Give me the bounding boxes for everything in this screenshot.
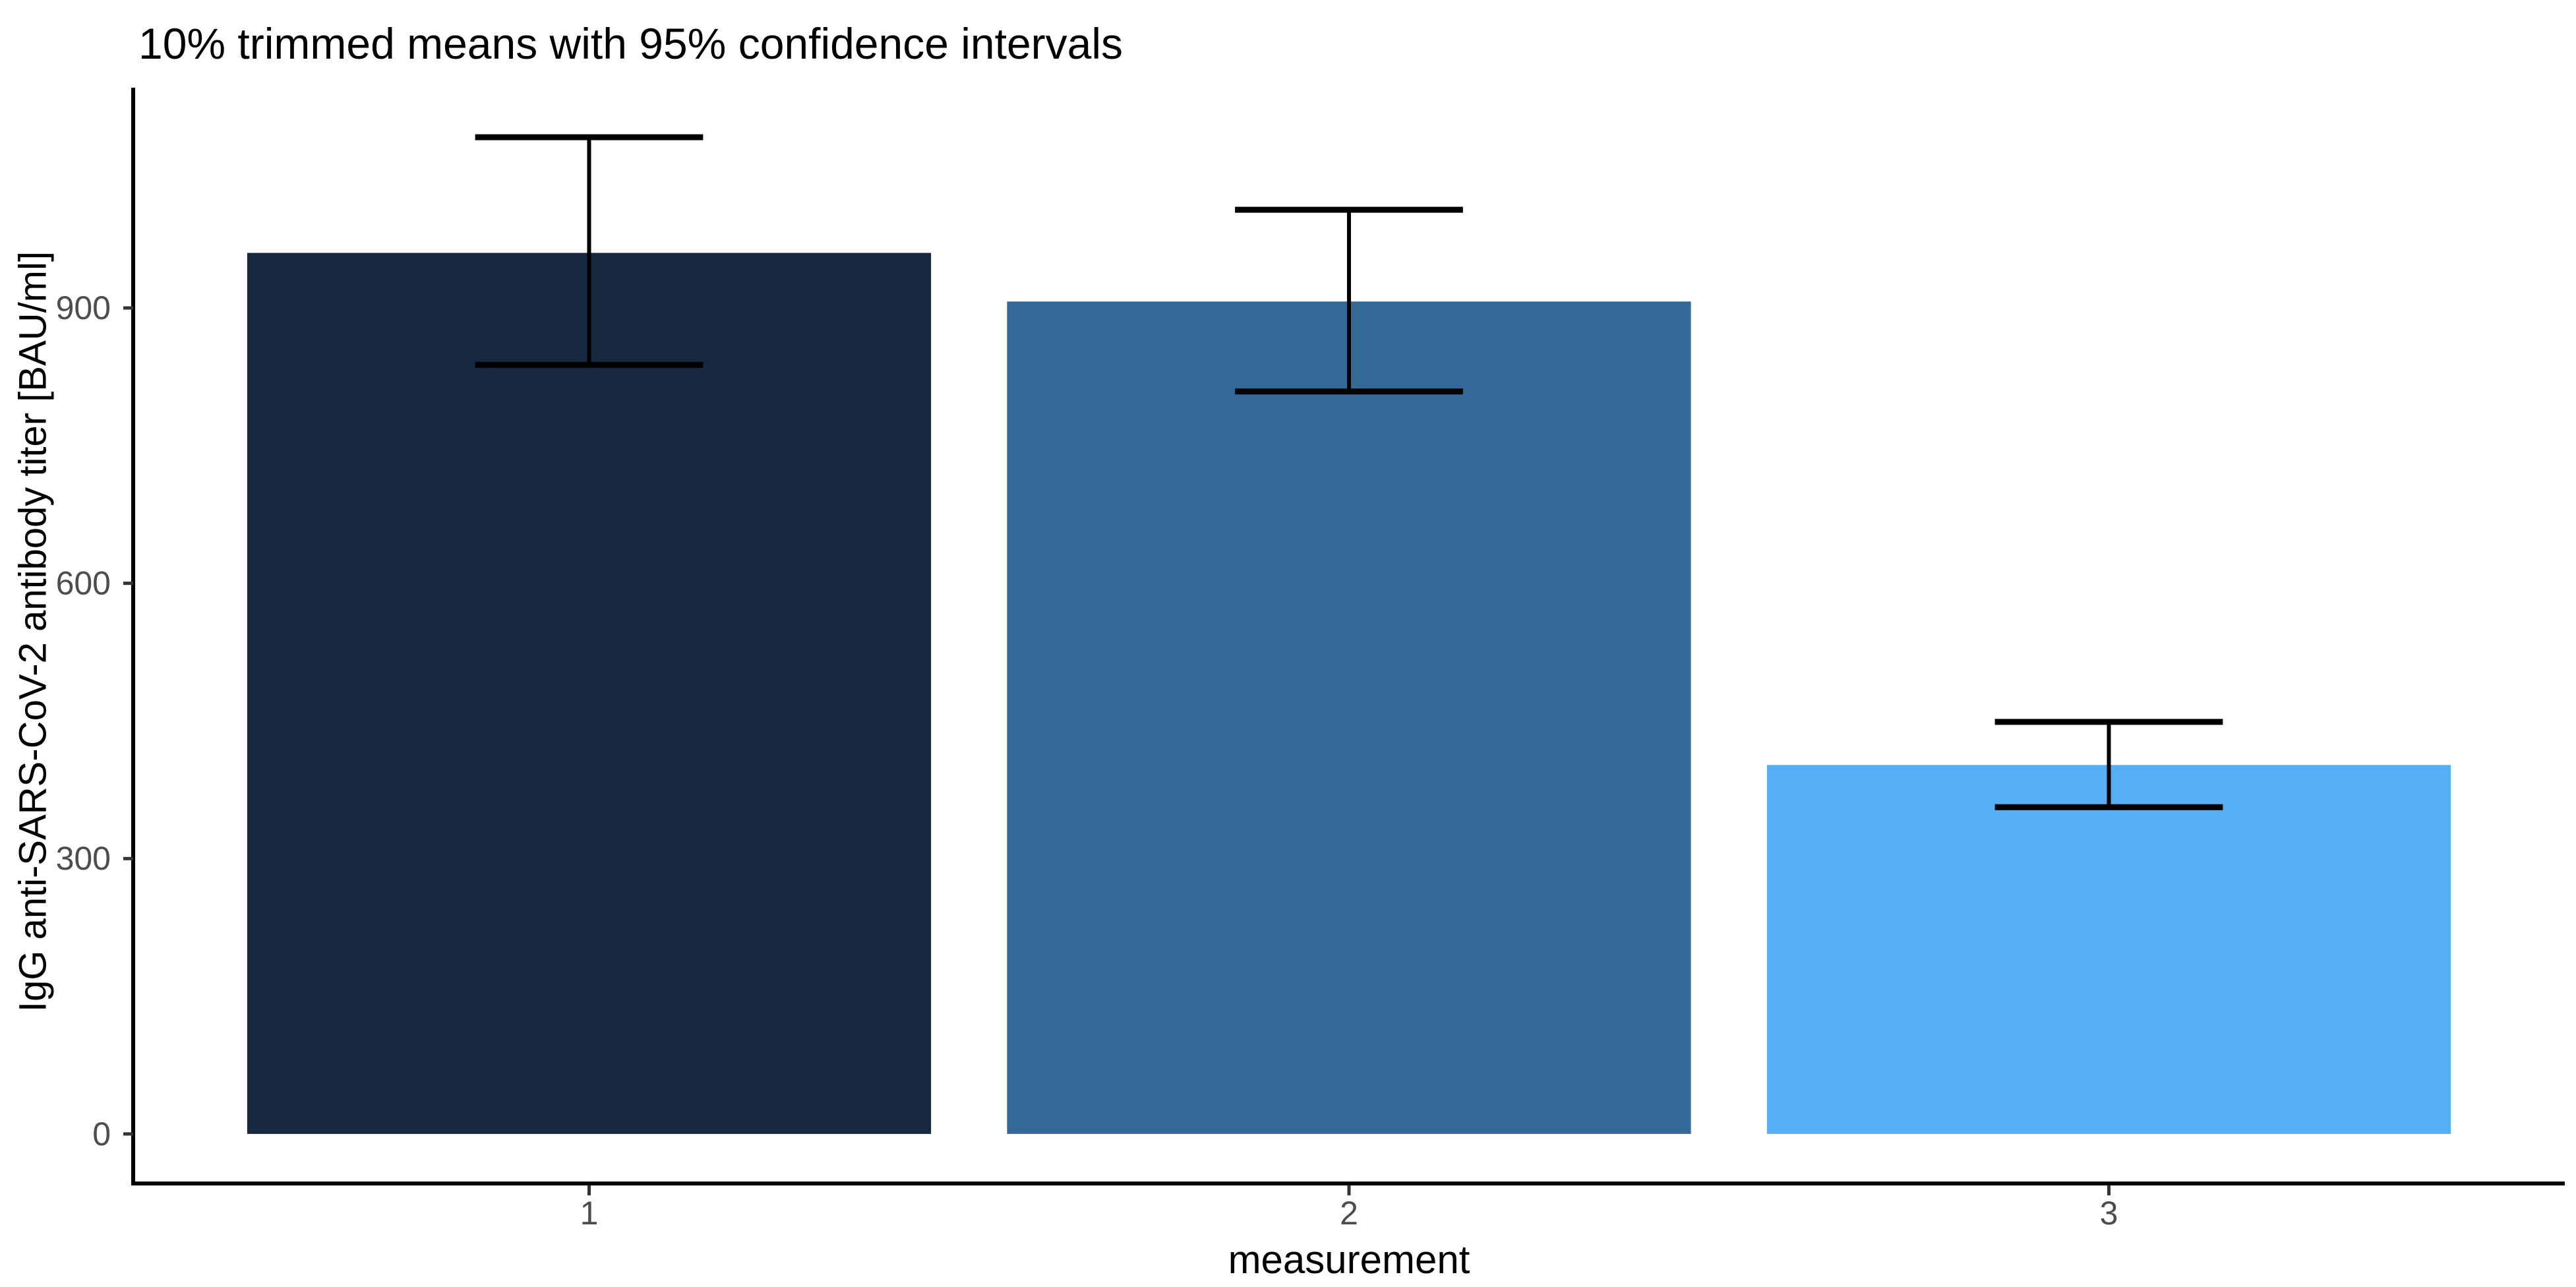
axis-lines [131,88,2565,1185]
y-tick-label: 600 [56,565,111,602]
y-tick-label: 900 [56,289,111,326]
x-tick-label: 1 [580,1195,599,1232]
bar [1766,765,2451,1134]
y-tick-label: 0 [92,1116,111,1152]
y-tick-label: 300 [56,840,111,877]
bar [247,253,932,1134]
chart-title: 10% trimmed means with 95% confidence in… [138,19,1123,68]
x-tick-label: 3 [2100,1195,2118,1232]
x-axis-title: measurement [1228,1238,1470,1282]
bar [1007,301,1691,1134]
x-tick-label: 2 [1340,1195,1358,1232]
